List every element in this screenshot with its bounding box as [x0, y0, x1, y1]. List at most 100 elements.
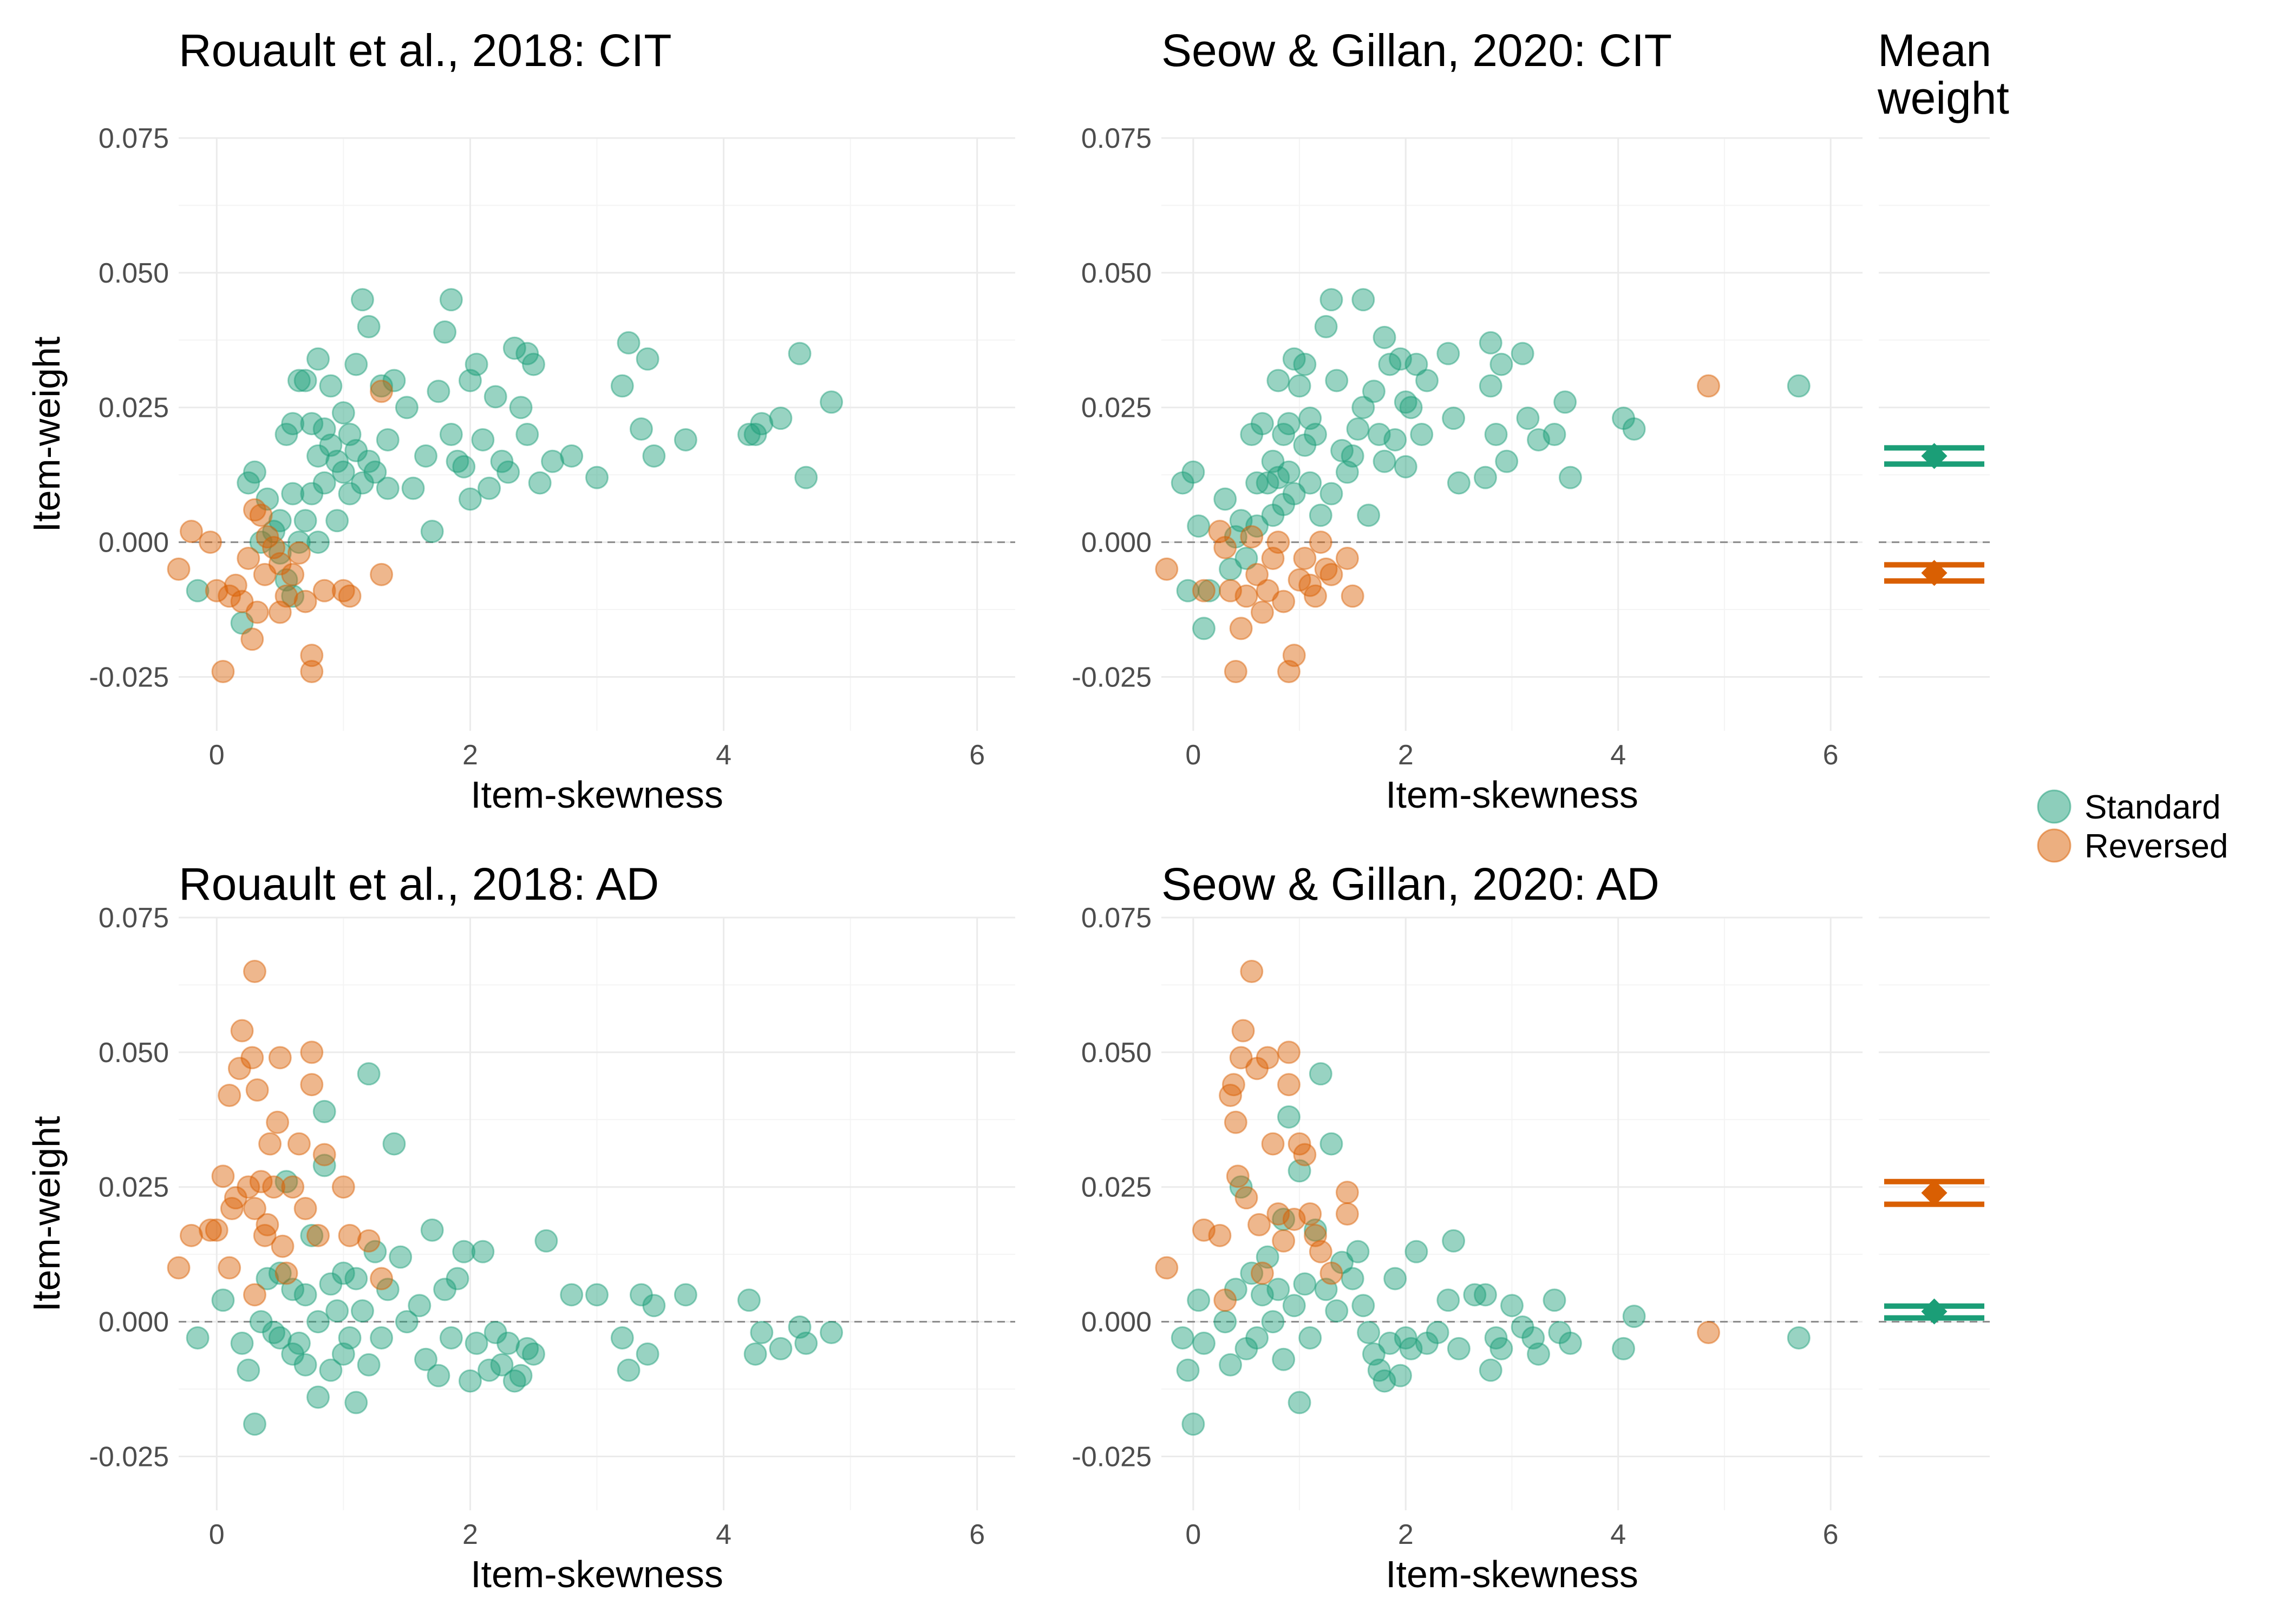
data-point-standard [1511, 1315, 1534, 1339]
data-point-standard [1388, 347, 1412, 371]
data-point-reversed [258, 1132, 282, 1156]
data-point-standard [331, 1342, 355, 1366]
data-point-reversed [1226, 1164, 1250, 1188]
data-point-reversed [253, 562, 277, 586]
data-point-reversed [1272, 590, 1296, 613]
data-point-standard [1176, 579, 1200, 603]
data-point-standard [1176, 1358, 1200, 1382]
data-point-standard [1394, 1326, 1417, 1350]
data-point-standard [515, 342, 539, 365]
data-point-standard [1383, 428, 1407, 451]
data-point-standard [642, 444, 666, 468]
data-point-standard [344, 1391, 368, 1415]
data-point-standard [293, 1353, 317, 1377]
data-point-standard [737, 1288, 761, 1312]
data-point-standard [319, 433, 343, 457]
data-point-standard [230, 1331, 254, 1355]
data-point-standard [1399, 396, 1423, 420]
y-tick-label: 0.050 [1081, 1037, 1152, 1069]
data-point-standard [1543, 423, 1566, 446]
data-point-reversed [205, 1218, 228, 1242]
data-point-standard [1436, 342, 1460, 365]
data-point-standard [312, 471, 336, 495]
data-point-standard [357, 1062, 381, 1086]
data-point-standard [560, 1283, 584, 1307]
data-point-standard [629, 417, 653, 441]
data-point-standard [629, 1283, 653, 1307]
scatter-panel-2: 0 2 4 6 -0.025 0.000 0.025 0.050 0.075 Rouault et… [25, 859, 1015, 1595]
data-point-reversed [1298, 1202, 1322, 1226]
data-point-standard [521, 1342, 545, 1366]
data-point-standard [1484, 1326, 1508, 1350]
data-point-standard [300, 412, 324, 436]
data-point-reversed [1282, 644, 1306, 667]
y-tick-label: 0.025 [1081, 1172, 1152, 1203]
data-point-reversed [1319, 562, 1343, 586]
data-point-standard [515, 423, 539, 446]
data-point-standard [502, 336, 526, 360]
data-point-standard [471, 428, 495, 451]
x-tick-label: 4 [1610, 739, 1626, 771]
data-point-standard [243, 1412, 266, 1436]
data-point-reversed [1240, 960, 1264, 984]
data-point-reversed [312, 1143, 336, 1167]
data-point-standard [1266, 1278, 1290, 1301]
data-point-standard [1787, 1326, 1811, 1350]
data-point-standard [458, 487, 482, 511]
data-point-standard [446, 449, 469, 473]
data-point-standard [1378, 352, 1402, 376]
y-tick-label: 0.075 [1081, 902, 1152, 934]
scatter-panel-0: 0 2 4 6 -0.025 0.000 0.025 0.050 0.075 Rouault et… [25, 25, 1015, 816]
x-tick-label: 0 [209, 1519, 225, 1550]
data-point-reversed [300, 660, 324, 683]
data-point-reversed [1213, 1288, 1237, 1312]
data-point-standard [1436, 1288, 1460, 1312]
data-point-reversed [370, 562, 394, 586]
data-point-standard [1325, 1299, 1349, 1323]
data-point-standard [306, 1310, 330, 1334]
data-point-standard [1341, 444, 1364, 468]
data-point-standard [1394, 390, 1417, 414]
data-point-standard [1240, 423, 1264, 446]
data-point-standard [1553, 390, 1577, 414]
data-point-standard [610, 1326, 634, 1350]
data-point-standard [306, 444, 330, 468]
data-point-standard [1489, 352, 1513, 376]
data-point-standard [1197, 579, 1221, 603]
data-point-standard [1373, 325, 1396, 349]
data-point-standard [1314, 1278, 1338, 1301]
x-tick-label: 6 [969, 1519, 985, 1550]
y-tick-label: 0.000 [99, 1307, 169, 1338]
data-point-reversed [199, 1218, 223, 1242]
data-point-reversed [253, 1223, 277, 1247]
x-tick-label: 6 [969, 739, 985, 771]
data-point-standard [1298, 1326, 1322, 1350]
data-point-standard [1351, 1294, 1375, 1318]
data-point-reversed [1219, 579, 1243, 603]
data-point-standard [376, 428, 400, 451]
data-point-reversed [211, 1164, 235, 1188]
legend: Standard Reversed [2037, 789, 2228, 865]
data-point-reversed [1219, 1084, 1243, 1107]
y-tick-label: 0.025 [99, 1172, 169, 1203]
data-point-standard [1181, 460, 1205, 484]
data-point-standard [420, 520, 444, 543]
data-point-standard [674, 1283, 697, 1307]
panel-title: Seow & Gillan, 2020: AD [1161, 859, 1659, 909]
data-point-standard [427, 379, 450, 403]
data-point-standard [1272, 493, 1296, 516]
x-axis-title: Item-skewness [471, 774, 723, 816]
data-point-reversed [240, 627, 264, 651]
y-tick-label: -0.025 [1072, 1441, 1152, 1472]
data-point-standard [1473, 1283, 1497, 1307]
data-point-standard [1282, 1294, 1306, 1318]
data-point-reversed [224, 573, 247, 597]
data-point-reversed [256, 525, 279, 549]
legend-label-standard: Standard [2084, 789, 2221, 826]
data-point-standard [794, 1331, 818, 1355]
data-point-reversed [1272, 1229, 1296, 1253]
data-point-standard [1489, 1337, 1513, 1360]
data-point-standard [1388, 1364, 1412, 1387]
data-point-reversed [1155, 1256, 1179, 1280]
data-point-standard [312, 417, 336, 441]
